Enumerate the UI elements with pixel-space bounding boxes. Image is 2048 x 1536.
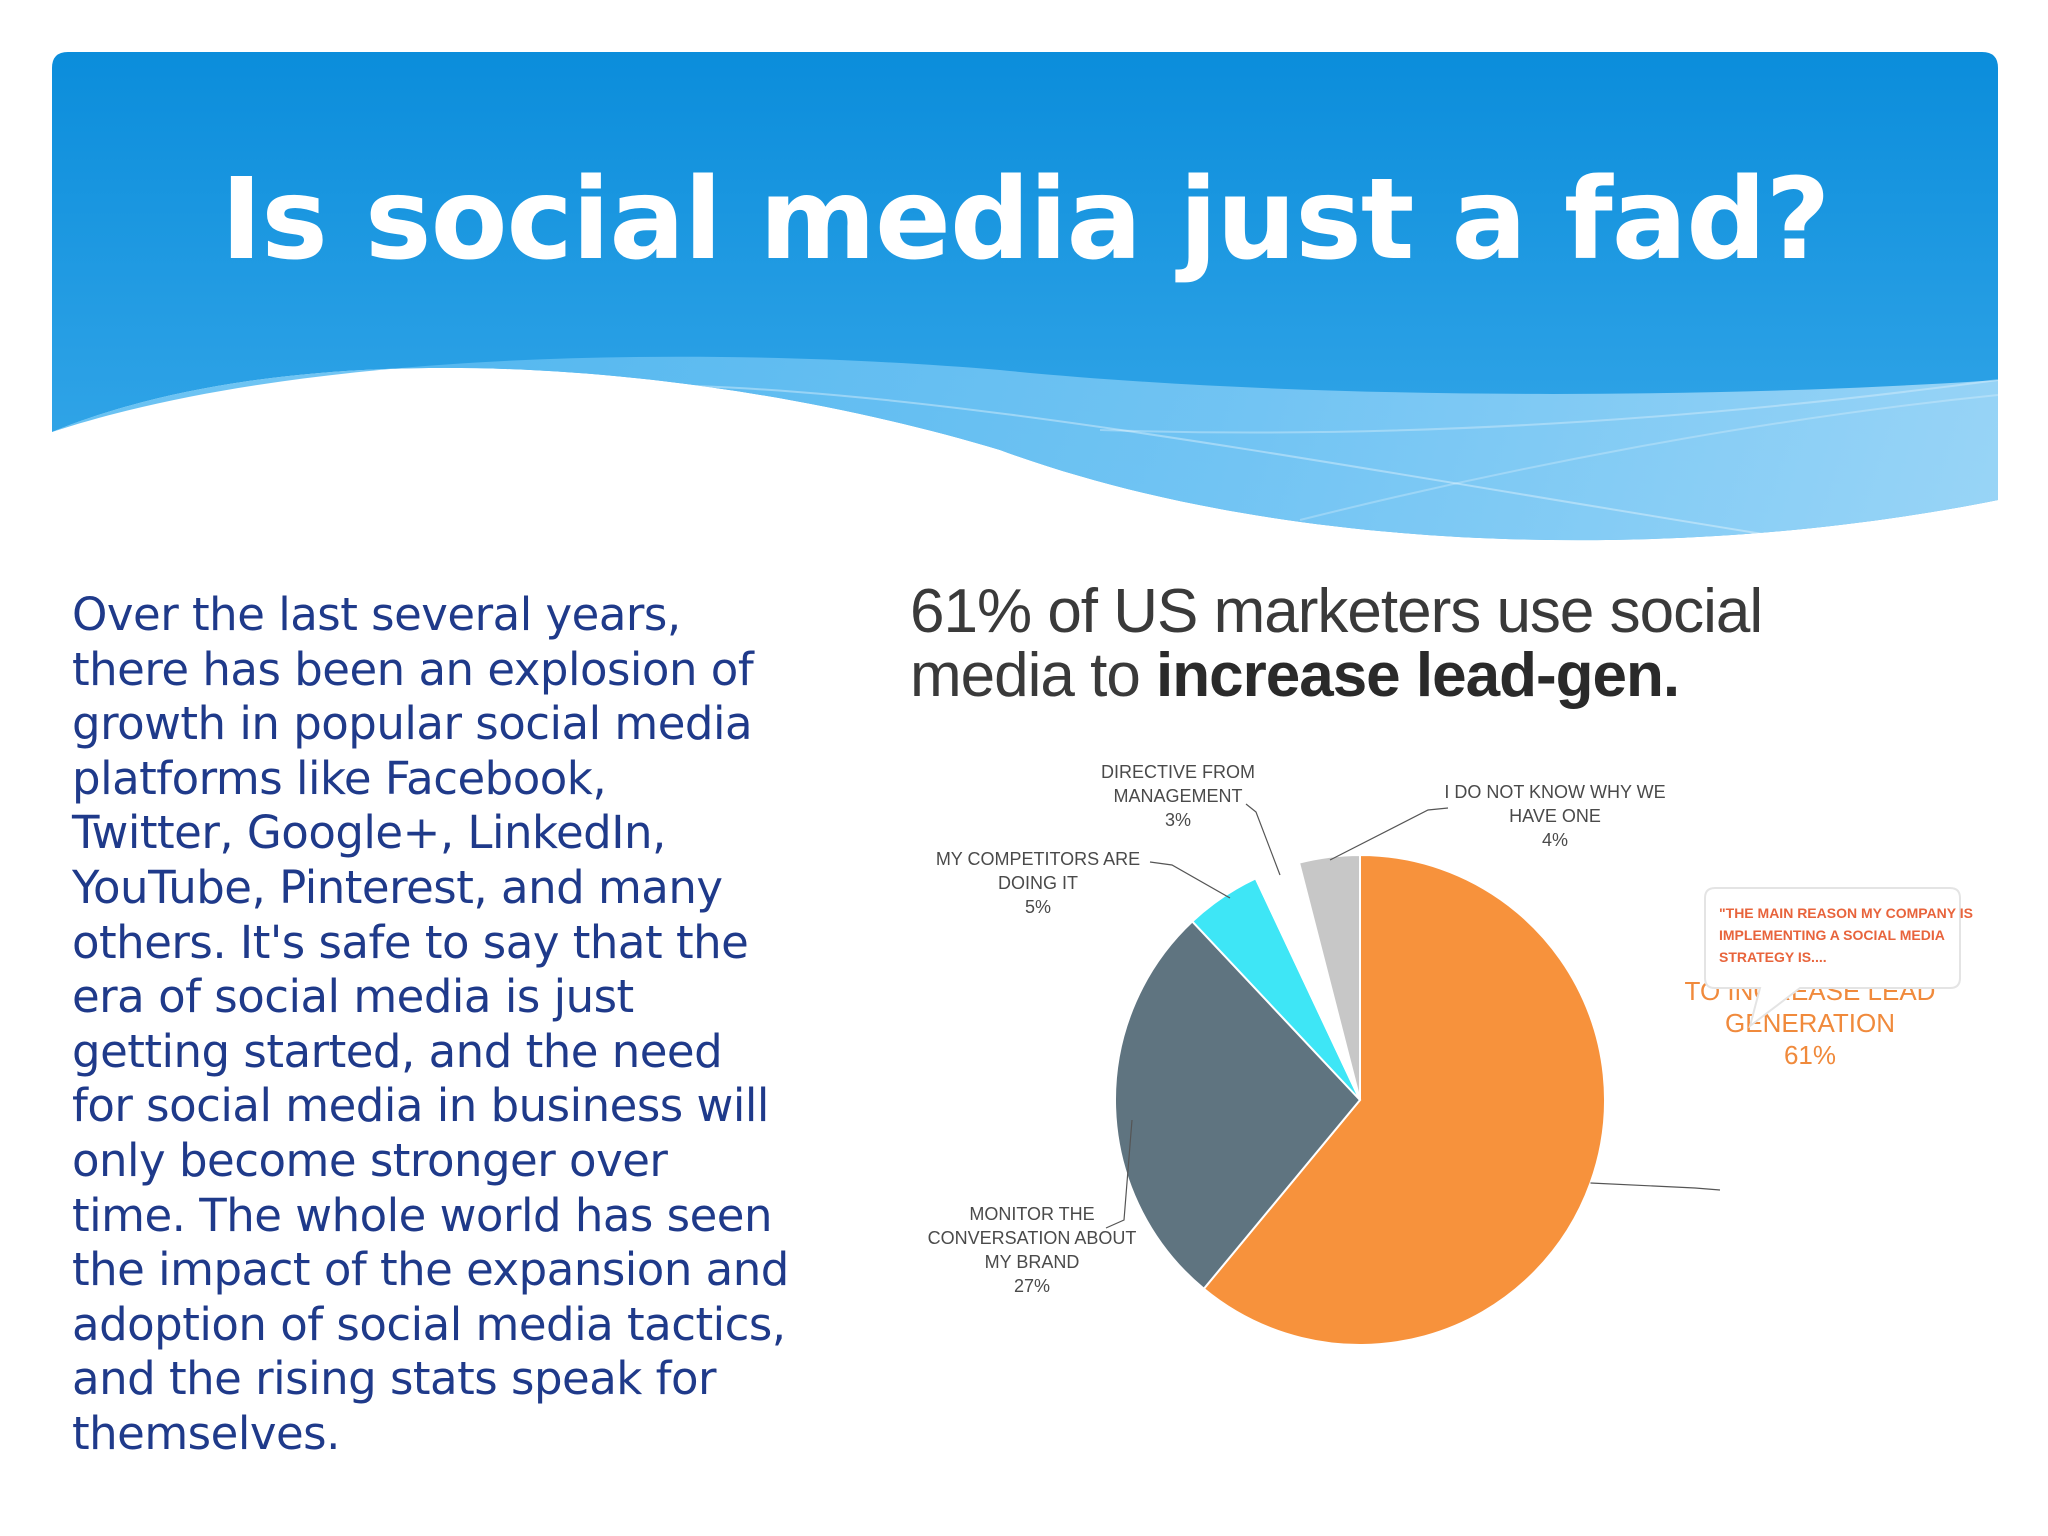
body-line: getting started, and the need [72,1024,723,1078]
banner-background [52,52,1999,541]
chart-headline-emphasis: increase lead-gen. [1156,641,1680,710]
slice-label-competitors: MY COMPETITORS ARE [936,849,1140,869]
slice-label-monitor: MY BRAND [985,1252,1080,1272]
slice-pct-label-competitors: 5% [1025,897,1051,917]
slice-label-competitors: DOING IT [998,873,1078,893]
body-line: themselves. [72,1406,340,1460]
body-line: growth in popular social media [72,697,753,751]
slide-title: Is social media just a fad? [220,155,1831,285]
body-line: and the rising stats speak for [72,1352,717,1406]
chart-headline-line2: media to [910,641,1157,710]
slice-label-monitor: MONITOR THE [969,1204,1094,1224]
body-line: Twitter, Google+, LinkedIn, [72,806,666,860]
banner-wave [52,356,1998,541]
slice-label-monitor: CONVERSATION ABOUT [928,1228,1137,1248]
body-line: time. The whole world has seen [72,1188,773,1242]
body-line: there has been an explosion of [72,642,754,696]
slice-label-directive: MANAGEMENT [1113,786,1242,806]
callout-text-line: IMPLEMENTING A SOCIAL MEDIA [1719,927,1945,943]
body-line: for social media in business will [72,1079,769,1133]
chart-headline: 61% of US marketers use social media to … [910,580,1990,708]
leader-line-monitor [1105,1119,1133,1229]
slice-pct-label-directive: 3% [1165,810,1191,830]
slice-label-unknown: I DO NOT KNOW WHY WE [1444,782,1665,802]
leader-line-lead [1590,1182,1721,1191]
body-line: the impact of the expansion and [72,1243,789,1297]
slice-pct-label-unknown: 4% [1542,830,1568,850]
body-line: platforms like Facebook, [72,751,607,805]
slice-pct-label-lead: 61% [1784,1040,1836,1070]
leader-line-competitors [1149,861,1231,899]
pie-slice-monitor [1114,919,1362,1291]
leader-line-directive [1245,803,1281,876]
chart-panel: 61% of US marketers use social media to … [910,580,1990,1380]
chart-headline-line1: 61% of US marketers use social [910,577,1763,646]
body-line: YouTube, Pinterest, and many [72,860,723,914]
slice-label-unknown: HAVE ONE [1509,806,1601,826]
body-line: era of social media is just [72,970,634,1024]
callout-text-line: STRATEGY IS.... [1719,949,1827,965]
leader-line-unknown [1329,807,1449,861]
slice-pct-label-monitor: 27% [1014,1276,1050,1296]
pie-slice-unknown [1297,853,1361,1101]
callout-text-line: "THE MAIN REASON MY COMPANY IS [1719,905,1973,921]
body-paragraph: Over the last several years, there has b… [72,588,872,1462]
body-line: others. It's safe to say that the [72,915,749,969]
slice-label-directive: DIRECTIVE FROM [1101,762,1255,782]
body-line: Over the last several years, [72,588,681,641]
callout-bubble [1704,887,1961,1029]
body-line: only become stronger over [72,1133,668,1187]
body-line: adoption of social media tactics, [72,1297,786,1351]
